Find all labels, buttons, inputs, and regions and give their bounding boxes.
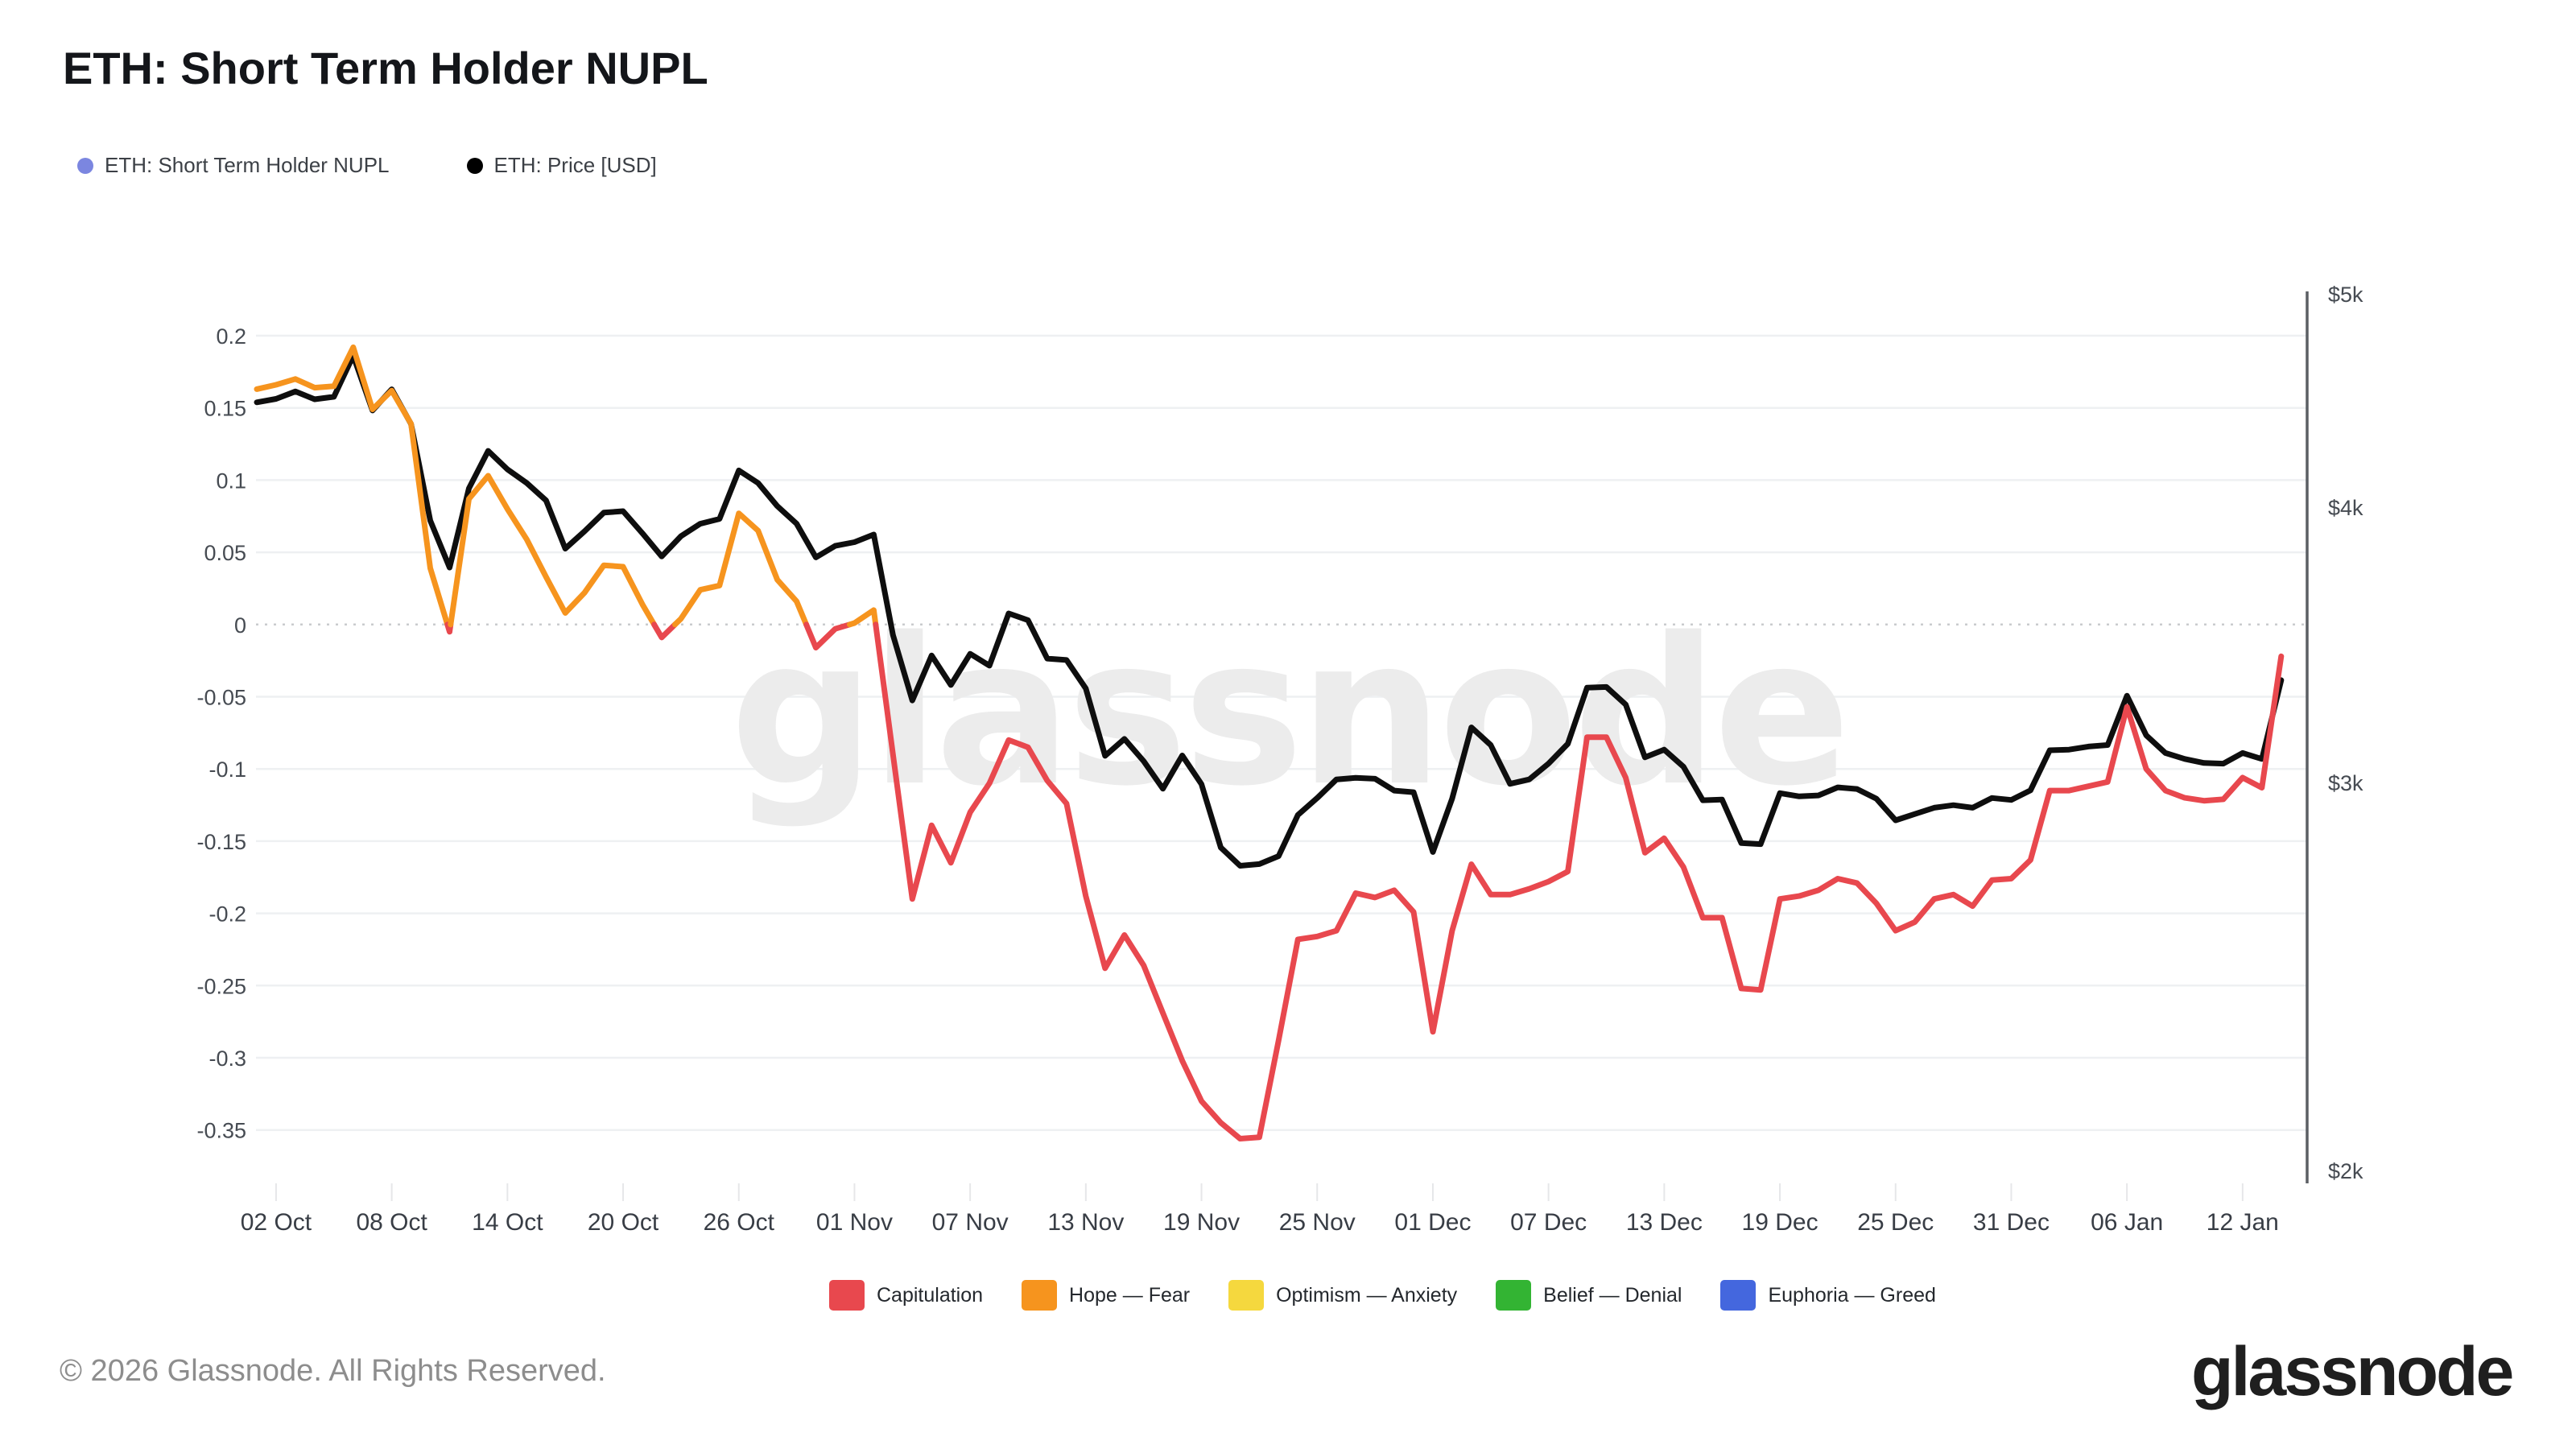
hope-fear-swatch-icon	[1022, 1280, 1058, 1311]
nupl-line-segment	[254, 344, 451, 628]
nupl-line-segment	[651, 621, 678, 641]
legend-item-hope-fear[interactable]: Hope — Fear	[1022, 1280, 1190, 1311]
left-axis-tick-label: 0	[234, 613, 246, 638]
left-axis-tick-label: -0.25	[196, 974, 246, 998]
right-axis-tick-label: $2k	[2328, 1159, 2363, 1183]
legend-item-label: Euphoria — Greed	[1768, 1283, 1936, 1307]
optimism-anxiety-swatch-icon	[1228, 1280, 1265, 1311]
x-axis-tick-label: 19 Dec	[1742, 1209, 1818, 1236]
price-line	[254, 353, 2285, 869]
legend-item-label: Capitulation	[877, 1283, 984, 1307]
x-axis-tick-label: 14 Oct	[472, 1209, 543, 1236]
right-axis-tick-label: $3k	[2328, 771, 2363, 795]
x-axis-tick-label: 02 Oct	[241, 1209, 312, 1236]
left-axis-tick-label: -0.35	[196, 1119, 246, 1143]
euphoria-greed-swatch-icon	[1720, 1280, 1757, 1311]
nupl-line-segment	[847, 607, 879, 628]
legend-item-label: Optimism — Anxiety	[1276, 1283, 1458, 1307]
x-axis-tick-label: 13 Nov	[1047, 1209, 1124, 1236]
x-axis-tick-label: 19 Nov	[1163, 1209, 1240, 1236]
left-axis-tick-label: -0.3	[208, 1046, 246, 1071]
nupl-line-segment	[448, 473, 658, 628]
left-axis-tick-label: -0.05	[196, 686, 246, 710]
right-axis-tick-label: $4k	[2328, 496, 2363, 520]
legend-item-label: Hope — Fear	[1069, 1283, 1191, 1307]
left-axis-tick-label: -0.1	[208, 758, 246, 782]
belief-denial-swatch-icon	[1496, 1280, 1532, 1311]
series-dot-icon	[466, 157, 483, 174]
legend-item-nupl[interactable]: ETH: Short Term Holder NUPL	[77, 153, 390, 178]
left-axis-tick-label: 0.1	[216, 469, 246, 493]
left-axis-tick-label: 0.2	[216, 324, 246, 349]
x-axis-tick-label: 01 Nov	[816, 1209, 893, 1236]
x-axis-tick-label: 26 Oct	[704, 1209, 775, 1236]
x-axis-tick-label: 13 Dec	[1626, 1209, 1703, 1236]
legend-item-label: Belief — Denial	[1543, 1283, 1682, 1307]
x-axis-tick-label: 06 Jan	[2091, 1209, 2163, 1236]
x-axis-tick-label: 20 Oct	[588, 1209, 659, 1236]
capitulation-swatch-icon	[829, 1280, 865, 1311]
legend-item-belief-denial[interactable]: Belief — Denial	[1496, 1280, 1682, 1311]
series-dot-icon	[77, 157, 93, 174]
left-axis-tick-label: -0.2	[208, 902, 246, 927]
right-axis-tick-label: $5k	[2328, 283, 2363, 307]
x-axis-tick-label: 31 Dec	[1973, 1209, 2050, 1236]
legend-item-label: ETH: Price [USD]	[493, 153, 657, 177]
legend-item-label: ETH: Short Term Holder NUPL	[105, 153, 390, 177]
x-axis-tick-label: 12 Jan	[2207, 1209, 2279, 1236]
left-axis-tick-label: 0.15	[204, 397, 246, 421]
glassnode-logo: glassnode	[2191, 1333, 2514, 1410]
glassnode-watermark: glassnode	[730, 595, 1847, 831]
page-title: ETH: Short Term Holder NUPL	[63, 43, 708, 93]
x-axis-tick-label: 01 Dec	[1394, 1209, 1471, 1236]
x-axis-tick-label: 07 Dec	[1510, 1209, 1587, 1236]
nupl-line-segment	[803, 621, 852, 650]
nupl-line-segment	[873, 621, 2285, 1141]
x-axis-tick-label: 07 Nov	[932, 1209, 1009, 1236]
copyright-text: © 2026 Glassnode. All Rights Reserved.	[60, 1354, 606, 1388]
x-axis-tick-label: 25 Dec	[1857, 1209, 1934, 1236]
nupl-line-segment	[672, 510, 810, 628]
left-axis-tick-label: -0.15	[196, 830, 246, 854]
x-axis-tick-label: 08 Oct	[356, 1209, 427, 1236]
series-legend: ETH: Short Term Holder NUPL ETH: Price […	[77, 153, 657, 178]
legend-item-price[interactable]: ETH: Price [USD]	[466, 153, 657, 178]
x-axis-tick-label: 25 Nov	[1279, 1209, 1356, 1236]
legend-item-euphoria-greed[interactable]: Euphoria — Greed	[1720, 1280, 1936, 1311]
legend-item-optimism-anxiety[interactable]: Optimism — Anxiety	[1228, 1280, 1457, 1311]
left-axis-tick-label: 0.05	[204, 541, 246, 565]
legend-item-capitulation[interactable]: Capitulation	[829, 1280, 983, 1311]
nupl-band-legend: Capitulation Hope — Fear Optimism — Anxi…	[829, 1280, 1936, 1311]
